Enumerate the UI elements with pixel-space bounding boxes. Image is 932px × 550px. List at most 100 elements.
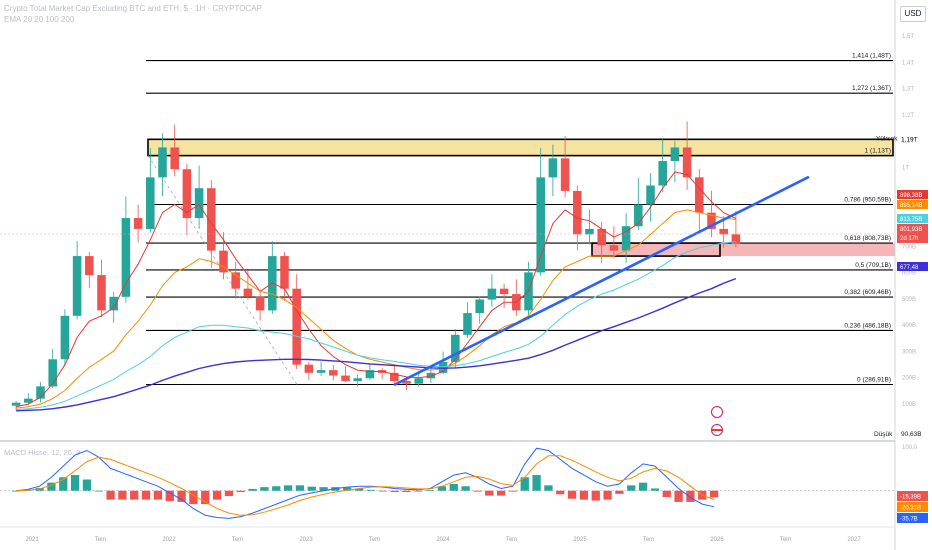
macd-signal-line — [15, 455, 715, 516]
candle-body — [719, 228, 728, 235]
macd-value-tag-label: -20,31B — [900, 506, 921, 512]
candle-body — [182, 169, 192, 219]
low-value: 90,63B — [901, 431, 922, 438]
candle-body — [219, 250, 228, 273]
candle-body — [731, 234, 741, 244]
macd-histogram-bar — [603, 490, 612, 500]
price-tag — [897, 200, 928, 209]
candle-body — [60, 315, 70, 360]
price-tag — [897, 224, 928, 243]
price-tag — [897, 262, 928, 271]
fib-level-label: 0,382 (609,46B) — [844, 289, 891, 296]
candle-body — [146, 177, 155, 229]
candle-body — [597, 228, 606, 246]
high-value: 1,19T — [901, 136, 918, 143]
price-tag — [897, 190, 928, 199]
macd-histogram-bar — [212, 490, 222, 500]
macd-histogram-bar — [118, 490, 127, 500]
candle-body — [621, 226, 631, 251]
candle-body — [24, 398, 33, 403]
candle-body — [499, 288, 509, 295]
macd-value-tag-label: -35,7B — [900, 517, 918, 523]
time-axis-tick: Tem — [95, 537, 106, 543]
candle-body — [390, 372, 399, 381]
macd-histogram-bar — [709, 490, 719, 498]
fib-level-label: 1,414 (1,48T) — [852, 53, 891, 60]
candle-body — [292, 288, 301, 365]
macd-histogram-bar — [591, 490, 600, 501]
macd-histogram-bar — [366, 489, 376, 491]
candle-body — [85, 256, 94, 276]
macd-histogram-bar — [390, 490, 399, 493]
fib-level-label: 1 (1,13T) — [865, 148, 891, 155]
macd-histogram-bar — [295, 485, 305, 491]
candle-body — [97, 275, 106, 311]
candle-body — [133, 218, 143, 229]
currency-button[interactable]: USD — [900, 6, 926, 22]
macd-histogram-bar — [248, 488, 257, 491]
time-axis-tick: 2026 — [710, 537, 724, 543]
macd-histogram-bar — [473, 490, 482, 492]
fib-level-label: 0,5 (709,1B) — [855, 262, 891, 269]
macd-histogram-bar — [508, 490, 518, 492]
candle-body — [682, 147, 692, 178]
candle-body — [634, 204, 643, 227]
ema50-line — [16, 209, 736, 409]
macd-histogram-bar — [224, 490, 234, 497]
macd-histogram-bar — [425, 490, 435, 492]
price-tag-countdown: 2d 17h — [900, 236, 918, 242]
price-axis-tick: 400B — [902, 323, 916, 329]
candle-body — [451, 334, 460, 362]
candle-body — [48, 359, 57, 387]
macd-value-tag-label: -15,39B — [900, 495, 921, 501]
trendline — [393, 176, 810, 386]
price-axis-tick: 1,1T — [902, 139, 914, 145]
macd-value-tag — [897, 491, 928, 501]
price-tag — [897, 214, 928, 223]
candle-body — [304, 364, 314, 373]
candle-body — [158, 147, 167, 178]
price-axis-tick: 700B — [902, 244, 916, 250]
fib-level-label: 0,618 (808,73B) — [844, 235, 891, 242]
candle-body — [707, 212, 716, 229]
time-axis-tick: Tem — [232, 537, 243, 543]
resistance-zone — [147, 138, 894, 157]
candle-body — [414, 378, 423, 384]
macd-histogram-bar — [130, 490, 139, 500]
macd-histogram-bar — [532, 475, 541, 491]
candle-body — [72, 256, 82, 316]
macd-histogram-bar — [82, 479, 92, 491]
macd-histogram-bar — [106, 490, 115, 500]
price-tag-value: 895,14B — [900, 203, 922, 209]
candle-body — [646, 185, 655, 205]
macd-histogram-bar — [378, 490, 387, 492]
macd-histogram-bar — [414, 490, 423, 492]
time-axis-tick: 2021 — [25, 537, 39, 543]
macd-value-tag — [897, 513, 928, 523]
macd-histogram-bar — [485, 490, 494, 496]
macd-histogram-bar — [650, 488, 660, 491]
candle-body — [536, 177, 545, 273]
macd-histogram-bar — [579, 490, 589, 500]
candle-body — [670, 147, 680, 162]
candle-body — [36, 386, 45, 399]
time-axis-tick: 2022 — [162, 537, 176, 543]
candle-body — [573, 190, 582, 235]
candle-body — [609, 245, 619, 251]
macd-histogram-bar — [177, 490, 186, 502]
macd-histogram-bar — [638, 482, 648, 491]
price-axis-tick: 1,2T — [902, 113, 914, 119]
macd-histogram-bar — [567, 490, 577, 499]
candle-body — [280, 256, 289, 289]
macd-histogram-bar — [153, 490, 163, 500]
candle-body — [475, 299, 484, 314]
macd-histogram-bar — [236, 490, 245, 493]
low-label: Düşük — [874, 431, 893, 438]
candle-body — [207, 188, 216, 251]
time-axis-tick: Tem — [369, 537, 380, 543]
lightning-icon — [711, 406, 723, 418]
macd-histogram-bar — [272, 486, 281, 491]
macd-histogram-bar — [544, 485, 553, 491]
